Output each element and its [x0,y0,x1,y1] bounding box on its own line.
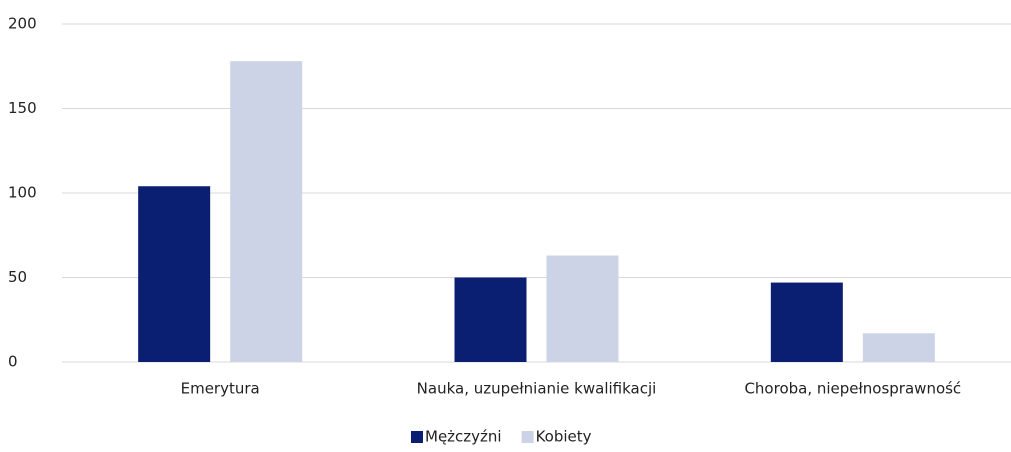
y-tick-label: 150 [8,99,37,117]
x-tick-label: Choroba, niepełnosprawność [744,380,961,398]
y-tick-label: 100 [8,184,37,202]
y-tick-label: 0 [8,353,18,371]
bar [138,186,211,362]
x-tick-label: Nauka, uzupełnianie kwalifikacji [417,380,657,398]
bar [862,333,935,362]
bar [454,277,527,362]
bar [230,61,303,363]
bar [770,282,843,362]
x-tick-label: Emerytura [181,380,260,398]
legend-label: Mężczyźni [425,428,502,446]
bar [546,255,619,362]
legend-label: Kobiety [536,428,592,446]
legend-swatch [411,431,423,443]
legend-swatch [521,431,534,443]
y-tick-label: 200 [8,15,37,33]
y-tick-label: 50 [8,268,27,286]
